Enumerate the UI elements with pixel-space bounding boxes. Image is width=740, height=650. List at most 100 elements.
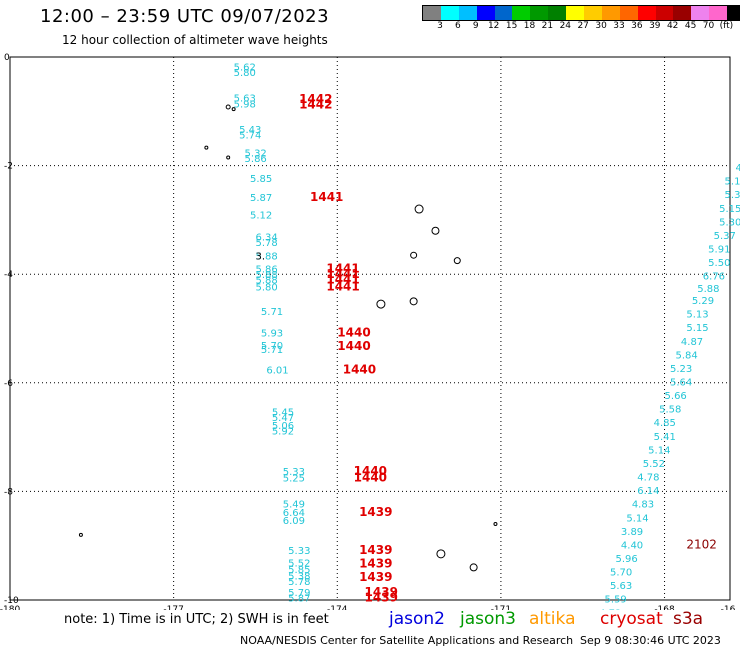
swh-label: 6.14: [637, 486, 659, 497]
swh-label: 6.01: [266, 366, 288, 377]
swh-label: 5.87: [288, 594, 310, 605]
swh-label: 5.29: [692, 296, 714, 307]
swh-label: 6.64: [283, 508, 305, 519]
swh-label: 5.39: [725, 190, 740, 201]
credit-line: NOAA/NESDIS Center for Satellite Applica…: [240, 634, 574, 647]
island-outline: [204, 145, 209, 150]
colorbar-label: 21: [541, 21, 554, 31]
time-label: 1442: [299, 92, 332, 106]
colorbar-label: 70: [702, 21, 715, 31]
x-tick-label: -171: [491, 605, 511, 610]
swh-label: 5.88: [255, 275, 277, 286]
colorbar-swatch: [584, 6, 602, 20]
generated-time: Sep 9 08:30:46 UTC 2023: [580, 634, 721, 647]
colorbar-swatch: [440, 6, 459, 20]
y-tick-label: -8: [4, 487, 13, 497]
island-outline: [225, 104, 231, 110]
map-frame: [9, 56, 731, 601]
swh-label: 5.80: [234, 68, 256, 79]
swh-label: 5.71: [261, 345, 283, 356]
island-outline: [78, 532, 83, 537]
island-outline: [410, 251, 418, 259]
y-tick-label: -6: [4, 379, 13, 389]
swh-label: 5.63: [610, 581, 632, 592]
swh-label: 5.80: [255, 282, 277, 293]
swh-label: 4.78: [637, 473, 659, 484]
island-outline: [453, 257, 461, 265]
colorbar-swatch: [548, 6, 567, 20]
legend-s3a: s3a: [673, 609, 704, 629]
time-label: 1440: [354, 464, 387, 478]
swh-label: 5.14: [648, 445, 670, 456]
y-tick-label: -10: [4, 596, 19, 606]
swh-label: 4.85: [654, 418, 676, 429]
colorbar-swatch: [566, 6, 585, 20]
swh-label: 5.15: [719, 204, 740, 215]
time-label: 1441: [326, 279, 359, 293]
time-label: 1441: [310, 190, 343, 204]
colorbar-swatch: [727, 6, 740, 20]
footnote: note: 1) Time is in UTC; 2) SWH is in fe…: [64, 612, 329, 627]
swh-label: 5.45: [272, 407, 294, 418]
cryosat-time-label: 2102: [686, 537, 717, 551]
colorbar-swatch: [530, 6, 549, 20]
swh-label: 5.06: [272, 421, 294, 432]
x-tick-label: -177: [163, 605, 183, 610]
colorbar-label: 18: [523, 21, 536, 31]
colorbar-label: 6: [455, 21, 461, 31]
time-label: 1439: [365, 585, 398, 599]
colorbar-label: 36: [631, 21, 643, 31]
colorbar-swatch: [673, 6, 692, 20]
swh-label: 6.34: [255, 233, 277, 244]
y-tick-label: -2: [4, 162, 13, 172]
swh-label: 5.14: [626, 513, 648, 524]
swh-label: 5.88: [697, 284, 719, 295]
island-outline: [436, 549, 446, 559]
swh-label: 5.15: [686, 323, 708, 334]
island-outline: [469, 563, 478, 572]
swh-label: 5.70: [610, 568, 632, 579]
time-label: 1440: [337, 326, 370, 340]
legend-jason2: jason2: [389, 609, 445, 629]
map-subtitle: 12 hour collection of altimeter wave hei…: [62, 33, 328, 47]
y-tick-label: -4: [4, 270, 13, 280]
legend-cryosat: cryosat: [600, 609, 663, 629]
colorbar-swatch: [655, 6, 674, 20]
swh-label: 5.86: [245, 154, 267, 165]
time-label: 1441: [326, 272, 359, 286]
swh-label: 5.91: [708, 244, 730, 255]
island-outline: [493, 521, 498, 526]
legend-altika: altika: [529, 609, 576, 629]
swh-label: 4.87: [681, 337, 703, 348]
swh-label: 4.7: [735, 163, 740, 174]
swh-label: 5.49: [283, 500, 305, 511]
time-label: 1439: [359, 570, 392, 584]
x-tick-label: -168: [654, 605, 675, 610]
swh-label: 5.70: [261, 341, 283, 352]
swh-label: 5.33: [288, 546, 310, 557]
colorbar-swatch: [709, 6, 728, 20]
colorbar-label: 30: [595, 21, 607, 31]
swh-label: 5.12: [250, 210, 272, 221]
swh-label: 5.37: [714, 231, 736, 242]
swh-label: 5.13: [686, 310, 708, 321]
swh-label: 5.23: [670, 364, 692, 375]
colorbar-label: 3: [437, 21, 443, 31]
colorbar-label: 24: [559, 21, 572, 31]
time-label: 1439: [359, 556, 392, 570]
swh-label: 5.87: [250, 193, 272, 204]
swh-label: 5.58: [659, 405, 681, 416]
colorbar-label: 33: [613, 21, 625, 31]
swh-label: 5.32: [245, 148, 267, 159]
swh-label: 5.66: [665, 391, 687, 402]
time-label: 1439: [365, 591, 398, 605]
island-outline: [409, 297, 418, 306]
swh-label: 5.88: [255, 270, 277, 281]
wave-height-colorbar: [422, 5, 740, 21]
colorbar-swatch: [458, 6, 477, 20]
swh-label: 5.64: [670, 378, 692, 389]
colorbar-swatch: [423, 6, 441, 20]
colorbar-swatch: [637, 6, 656, 20]
swh-label: 5.78: [255, 238, 277, 249]
time-label: 1440: [343, 363, 376, 377]
